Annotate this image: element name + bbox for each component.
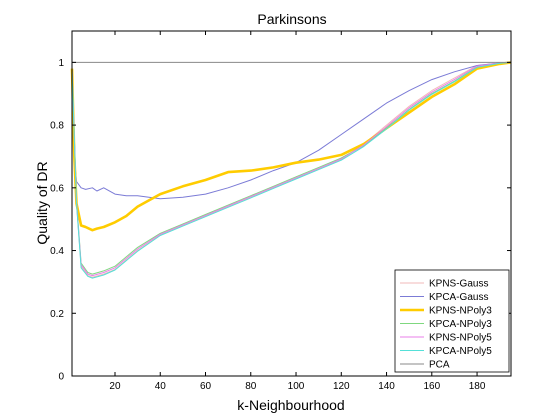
x-tick-label: 100	[288, 381, 305, 392]
legend-label-6: PCA	[429, 360, 450, 371]
axes-frame	[71, 30, 512, 377]
x-tick-label: 180	[469, 381, 486, 392]
x-axis-ticks: 20 40 60 80 100 120 140 160 180	[109, 31, 486, 392]
legend-box	[394, 269, 510, 373]
legend-label-2: KPNS-NPoly3	[429, 306, 492, 317]
series-line-2	[70, 61, 512, 232]
y-axis-label: Quality of DR	[34, 161, 50, 244]
y-tick-label: 0.8	[50, 121, 64, 132]
series-line-3	[71, 61, 512, 275]
x-tick-label: 40	[155, 381, 167, 392]
legend-label-4: KPNS-NPoly5	[429, 333, 492, 344]
y-axis-ticks: 0 0.2 0.4 0.6 0.8 1	[50, 58, 511, 383]
y-tick-label: 0.2	[50, 309, 64, 320]
series-line-4	[71, 61, 512, 277]
x-tick-label: 60	[200, 381, 212, 392]
legend-label-3: KPCA-NPoly3	[429, 319, 492, 330]
x-tick-label: 20	[109, 381, 121, 392]
x-axis-label: k-Neighbourhood	[237, 397, 344, 413]
legend-label-0: KPNS-Gauss	[429, 279, 488, 290]
x-tick-label: 140	[378, 381, 395, 392]
x-tick-label: 80	[245, 381, 257, 392]
legend-label-5: KPCA-NPoly5	[429, 346, 492, 357]
series-line-1	[71, 61, 512, 200]
y-tick-label: 0.4	[50, 246, 64, 257]
plot-area: 20 40 60 80 100 120 140 160 180 0 0.2 0.4 0.6 0.8 1	[50, 30, 512, 392]
y-tick-label: 1	[58, 58, 64, 69]
y-tick-label: 0	[58, 372, 64, 383]
chart-title: Parkinsons	[257, 11, 326, 27]
series-layer	[70, 61, 512, 279]
y-tick-label: 0.6	[50, 183, 64, 194]
legend: KPNS-Gauss KPCA-Gauss KPNS-NPoly3 KPCA-NPol…	[394, 269, 510, 373]
series-line-5	[71, 61, 512, 279]
x-tick-label: 120	[333, 381, 350, 392]
series-line-0	[71, 61, 512, 278]
legend-label-1: KPCA-Gauss	[429, 292, 488, 303]
x-tick-label: 160	[423, 381, 440, 392]
